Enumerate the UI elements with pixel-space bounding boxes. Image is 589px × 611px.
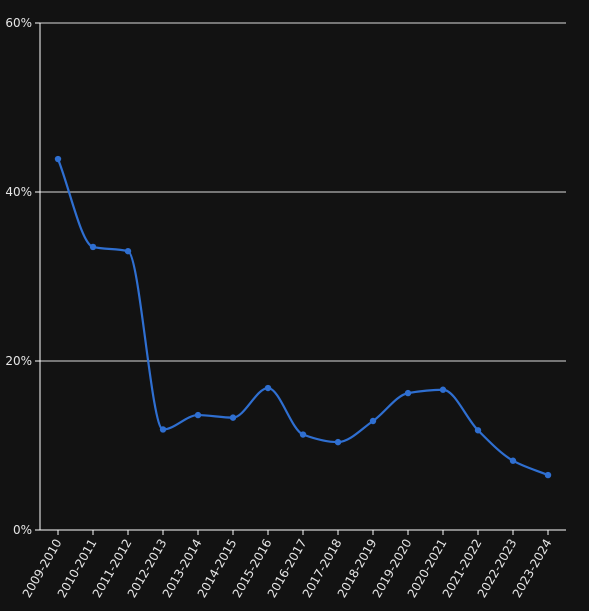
axis-layer xyxy=(35,22,566,535)
data-point xyxy=(159,426,167,433)
data-point xyxy=(369,417,377,425)
series-line xyxy=(56,158,549,477)
data-point xyxy=(334,438,342,446)
data-point xyxy=(404,389,412,397)
data-point xyxy=(89,243,97,251)
y-tick-label: 0% xyxy=(13,523,32,537)
data-point xyxy=(264,384,272,392)
data-point xyxy=(544,471,552,479)
data-point xyxy=(439,386,447,393)
y-tick-label: 20% xyxy=(5,354,32,368)
data-point xyxy=(474,427,482,434)
data-point xyxy=(54,155,62,163)
y-tick-label: 60% xyxy=(5,16,32,30)
data-point xyxy=(229,414,237,421)
series-layer xyxy=(54,155,552,479)
data-point xyxy=(299,431,307,438)
data-point xyxy=(509,457,517,464)
label-layer: 0%20%40%60%2009-20102010-20112011-201220… xyxy=(5,16,554,600)
grid-layer xyxy=(40,22,566,362)
data-point xyxy=(194,411,202,419)
y-tick-label: 40% xyxy=(5,185,32,199)
data-point xyxy=(124,247,132,255)
